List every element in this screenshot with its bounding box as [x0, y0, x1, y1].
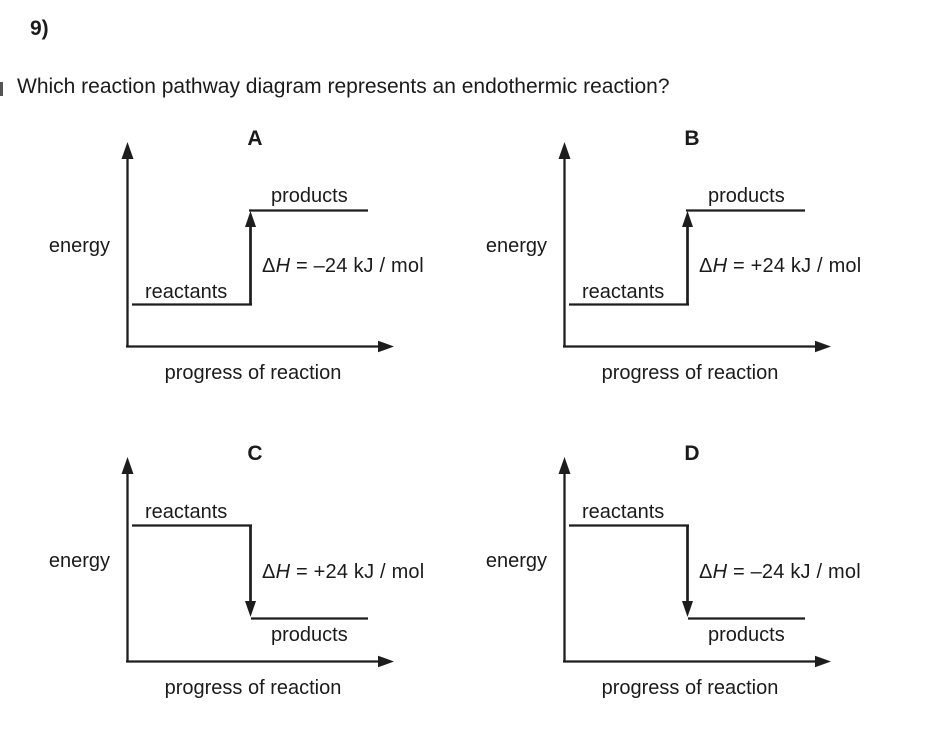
delta-h-amount: = –24 kJ / mol [727, 561, 861, 583]
energy-diagram-axes-b [558, 142, 831, 353]
products-label: products [271, 624, 348, 646]
reactants-label: reactants [145, 501, 228, 523]
question-text: Which reaction pathway diagram represent… [17, 75, 670, 98]
x-axis-label: progress of reaction [164, 677, 342, 699]
energy-diagram-axes-d [558, 457, 831, 668]
y-axis-label: energy [485, 235, 547, 257]
question-number: 9) [30, 17, 49, 40]
delta-h-value: ΔH = –24 kJ / mol [699, 561, 861, 584]
reactants-label: reactants [582, 281, 665, 303]
enthalpy-symbol: H [275, 255, 291, 277]
delta-h-value: ΔH = +24 kJ / mol [262, 561, 424, 584]
reactants-label: reactants [582, 501, 665, 523]
reaction-diagram-a: A energy reactants products ΔH = –24 kJ … [40, 125, 440, 385]
reaction-diagram-c: C energy reactants products ΔH = +24 kJ … [40, 440, 440, 700]
page-edge-scan-artifact [0, 82, 3, 96]
up-arrowhead-icon [682, 211, 693, 227]
enthalpy-symbol: H [275, 561, 291, 583]
y-axis-label: energy [485, 550, 547, 572]
products-label: products [271, 185, 348, 207]
delta-h-amount: = +24 kJ / mol [727, 255, 862, 277]
energy-diagram-axes-c [121, 457, 394, 668]
delta-symbol: Δ [699, 561, 713, 583]
down-arrowhead-icon [682, 601, 693, 617]
x-axis-label: progress of reaction [601, 677, 779, 699]
enthalpy-symbol: H [712, 255, 728, 277]
x-axis-arrowhead-icon [378, 655, 394, 668]
diagram-label: B [684, 127, 700, 150]
delta-h-amount: = –24 kJ / mol [290, 255, 424, 277]
delta-symbol: Δ [699, 255, 713, 277]
products-label: products [708, 185, 785, 207]
y-axis-arrowhead-icon [121, 142, 134, 159]
y-axis-label: energy [48, 550, 110, 572]
down-arrowhead-icon [245, 601, 256, 617]
diagram-label: D [684, 442, 700, 465]
x-axis-label: progress of reaction [601, 362, 779, 384]
delta-h-value: ΔH = –24 kJ / mol [262, 255, 424, 278]
diagram-label: C [247, 442, 263, 465]
products-label: products [708, 624, 785, 646]
delta-h-value: ΔH = +24 kJ / mol [699, 255, 861, 278]
energy-diagram-axes-a [121, 142, 394, 353]
delta-symbol: Δ [262, 255, 276, 277]
y-axis-arrowhead-icon [121, 457, 134, 474]
y-axis-label: energy [48, 235, 110, 257]
x-axis-arrowhead-icon [815, 340, 831, 353]
diagram-label: A [247, 127, 263, 150]
delta-symbol: Δ [262, 561, 276, 583]
reaction-diagram-b: B energy reactants products ΔH = +24 kJ … [477, 125, 877, 385]
reaction-diagram-d: D energy reactants products ΔH = –24 kJ … [477, 440, 877, 700]
delta-h-amount: = +24 kJ / mol [290, 561, 425, 583]
reactants-label: reactants [145, 281, 228, 303]
up-arrowhead-icon [245, 211, 256, 227]
x-axis-arrowhead-icon [378, 340, 394, 353]
enthalpy-symbol: H [712, 561, 728, 583]
y-axis-arrowhead-icon [558, 142, 571, 159]
x-axis-arrowhead-icon [815, 655, 831, 668]
x-axis-label: progress of reaction [164, 362, 342, 384]
y-axis-arrowhead-icon [558, 457, 571, 474]
